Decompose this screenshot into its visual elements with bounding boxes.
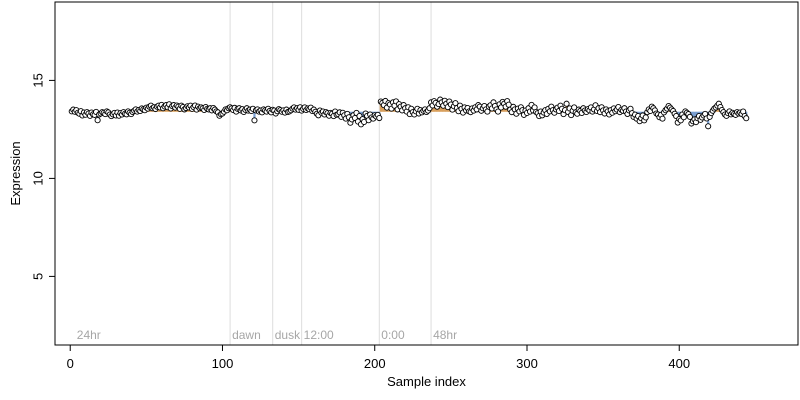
data-point xyxy=(743,115,750,122)
data-point xyxy=(659,115,666,122)
data-point xyxy=(642,114,649,121)
data-point xyxy=(94,117,101,124)
data-point xyxy=(686,113,693,120)
data-point xyxy=(705,123,712,130)
annotation-guide-lines xyxy=(229,2,432,345)
annotation-label: dusk xyxy=(275,328,301,342)
y-tick-label: 5 xyxy=(30,273,45,280)
data-point xyxy=(563,100,570,107)
x-axis-title: Sample index xyxy=(387,374,466,389)
annotation-label: 48hr xyxy=(433,328,457,342)
x-axis: 0 100 200 300 400 xyxy=(67,344,690,371)
data-point xyxy=(376,114,383,122)
x-tick-label: 0 xyxy=(67,356,74,371)
x-tick-label: 400 xyxy=(668,356,690,371)
x-tick-label: 100 xyxy=(212,356,234,371)
annotation-label: 24hr xyxy=(77,328,101,342)
x-tick-label: 200 xyxy=(364,356,386,371)
y-axis: 5 10 15 xyxy=(30,73,56,280)
annotation-labels: 24hr dawn dusk 12:00 0:00 48hr xyxy=(77,328,457,342)
annotation-label: 12:00 xyxy=(304,328,334,342)
annotation-label: 0:00 xyxy=(381,328,405,342)
annotation-label: dawn xyxy=(232,328,261,342)
y-tick-label: 10 xyxy=(30,171,45,185)
y-axis-title: Expression xyxy=(8,141,23,205)
y-tick-label: 15 xyxy=(30,73,45,87)
data-point xyxy=(495,108,502,115)
data-point xyxy=(251,117,258,124)
data-points xyxy=(68,96,750,130)
x-tick-label: 300 xyxy=(516,356,538,371)
data-point xyxy=(680,114,687,121)
